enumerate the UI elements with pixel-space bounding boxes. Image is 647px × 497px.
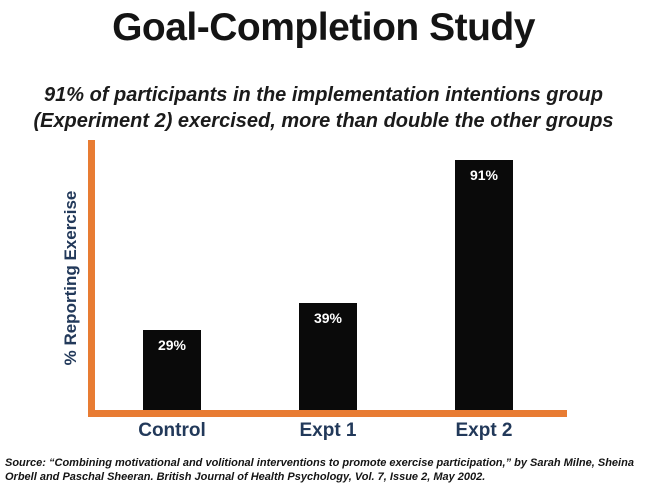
bar-value-label-expt-2: 91% bbox=[469, 167, 499, 183]
category-label-control: Control bbox=[138, 420, 206, 441]
y-axis-label: % Reporting Exercise bbox=[61, 190, 80, 366]
bar-expt-1: 39% bbox=[299, 303, 357, 410]
bar-expt-2: 91% bbox=[455, 160, 513, 410]
x-axis-line bbox=[88, 410, 567, 417]
bar-value-label-control: 29% bbox=[157, 337, 187, 353]
subtitle-line-1: 91% of participants in the implementatio… bbox=[44, 84, 603, 106]
category-label-expt-1: Expt 1 bbox=[299, 420, 357, 441]
page-title: Goal-Completion Study bbox=[112, 6, 535, 49]
y-axis-line bbox=[88, 140, 95, 417]
subtitle-line-2: (Experiment 2) exercised, more than doub… bbox=[33, 110, 614, 132]
bar-value-label-expt-1: 39% bbox=[313, 310, 343, 326]
source-citation: Source: “Combining motivational and voli… bbox=[5, 457, 634, 483]
bar-control: 29% bbox=[143, 330, 201, 410]
category-label-expt-2: Expt 2 bbox=[455, 420, 513, 441]
subtitle: 91% of participants in the implementatio… bbox=[0, 82, 647, 134]
